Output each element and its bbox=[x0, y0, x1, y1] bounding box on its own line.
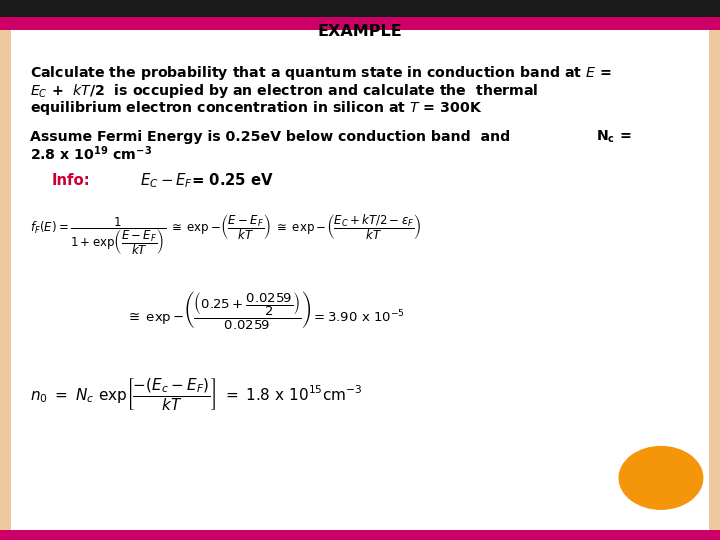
Circle shape bbox=[619, 447, 703, 509]
Text: $n_0\ =\ N_c\ \mathrm{exp}\left[\dfrac{-(E_c - E_F)}{kT}\right]\ =\ 1.8\ \mathrm: $n_0\ =\ N_c\ \mathrm{exp}\left[\dfrac{-… bbox=[30, 376, 363, 412]
Bar bbox=[0, 0, 720, 17]
Text: $f_F(E) = \dfrac{1}{1+\exp\!\left(\dfrac{E - E_F}{kT}\right)}$$\;\cong\; \mathrm: $f_F(E) = \dfrac{1}{1+\exp\!\left(\dfrac… bbox=[30, 213, 422, 257]
Text: $\cong\; \mathrm{exp} - \!\left(\dfrac{\left(0.25 + \dfrac{0.0259}{2}\right)}{0.: $\cong\; \mathrm{exp} - \!\left(\dfrac{\… bbox=[126, 289, 405, 332]
Text: EXAMPLE: EXAMPLE bbox=[318, 24, 402, 39]
Text: $\mathbf{N_c}$ =: $\mathbf{N_c}$ = bbox=[596, 129, 631, 145]
Text: Calculate the probability that a quantum state in conduction band at $\mathbf{\m: Calculate the probability that a quantum… bbox=[30, 64, 612, 82]
Bar bbox=[0, 30, 11, 530]
Bar bbox=[0, 530, 720, 540]
Text: $\mathbf{\mathit{E_C}}$ +  $\mathbf{\mathit{kT}}$/2  is occupied by an electron : $\mathbf{\mathit{E_C}}$ + $\mathbf{\math… bbox=[30, 82, 539, 100]
Bar bbox=[0, 17, 720, 30]
Text: $\mathit{E_C}-\mathit{E_F}$= 0.25 eV: $\mathit{E_C}-\mathit{E_F}$= 0.25 eV bbox=[140, 172, 274, 190]
Text: Assume Fermi Energy is 0.25eV below conduction band  and: Assume Fermi Energy is 0.25eV below cond… bbox=[30, 130, 510, 144]
Bar bbox=[709, 30, 720, 530]
Text: Info:: Info: bbox=[52, 173, 91, 188]
Text: equilibrium electron concentration in silicon at $\mathbf{\mathit{T}}$ = $\mathb: equilibrium electron concentration in si… bbox=[30, 99, 482, 117]
Text: 2.8 x $\mathbf{10^{19}}$ cm$\mathbf{^{-3}}$: 2.8 x $\mathbf{10^{19}}$ cm$\mathbf{^{-3… bbox=[30, 145, 153, 163]
